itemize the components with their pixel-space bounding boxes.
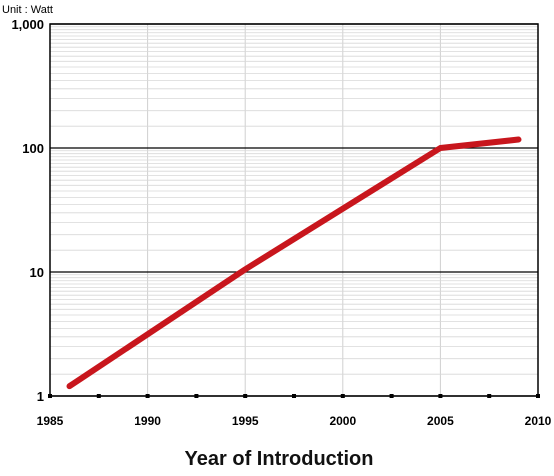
x-tick-label: 1985 xyxy=(37,414,64,428)
x-tick-label: 1995 xyxy=(232,414,259,428)
data-series xyxy=(66,136,522,390)
x-tick-label: 2000 xyxy=(329,414,356,428)
y-tick-label: 100 xyxy=(22,141,44,156)
x-tick-label: 2005 xyxy=(427,414,454,428)
grid xyxy=(49,23,539,397)
plot-frame xyxy=(49,23,539,397)
x-axis-ticks: 1985 1990 1995 2000 2005 2010 xyxy=(37,394,552,428)
x-axis-title: Year of Introduction xyxy=(185,448,374,470)
unit-label: Unit : Watt xyxy=(2,4,53,16)
y-tick-label: 10 xyxy=(30,265,44,280)
y-axis-ticks: 1 10 100 1,000 xyxy=(11,17,44,404)
y-tick-label: 1 xyxy=(37,389,44,404)
y-tick-label: 1,000 xyxy=(11,17,44,32)
series-line xyxy=(66,136,522,390)
x-tick-label: 2010 xyxy=(525,414,552,428)
x-tick-label: 1990 xyxy=(134,414,161,428)
